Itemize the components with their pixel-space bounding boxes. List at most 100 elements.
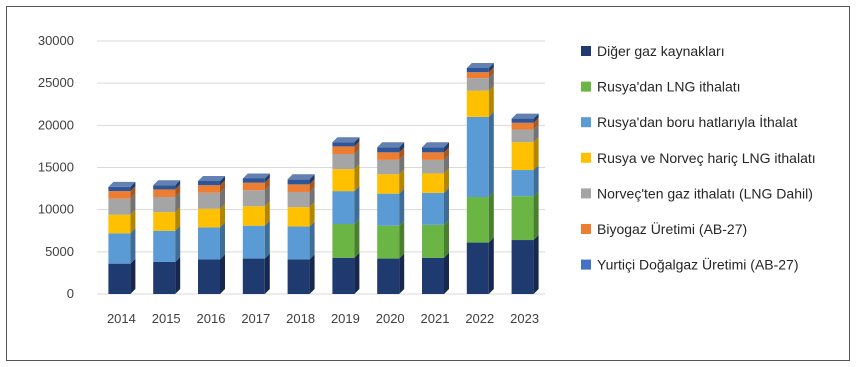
bar-segment-side: [444, 187, 449, 225]
bar-segment-side: [399, 154, 405, 175]
bar-segment-front: [153, 212, 176, 231]
bar-stack-2016: [198, 175, 225, 294]
bar-segment-front: [511, 240, 534, 294]
bar-top-face: [377, 142, 405, 148]
bar-segment-front: [198, 192, 220, 209]
bar-segment: [332, 219, 360, 258]
bar-segment: [511, 235, 539, 294]
bar-segment: [332, 164, 360, 192]
bar-segment: [377, 169, 405, 194]
bar-segment-front: [198, 259, 220, 294]
bar-segment-side: [130, 258, 136, 294]
x-axis-ticks: 2014 2015 2016 2017 2018 2019 2020 2021 2022 2023: [107, 311, 539, 326]
bar-segment: [377, 154, 405, 175]
bar-segment: [377, 253, 405, 294]
legend-label: Rusya'dan LNG ithalatı: [597, 79, 741, 95]
bar-segment-front: [422, 192, 444, 225]
legend-label: Yurtiçi Doğalgaz Üretimi (AB-27): [597, 256, 799, 273]
bar-segment: [287, 179, 315, 192]
bar-segment: [108, 228, 136, 264]
bar-segment: [377, 220, 405, 259]
bar-segment-side: [264, 201, 270, 226]
bar-segment: [108, 209, 136, 234]
bar-segment-side: [488, 67, 494, 79]
legend-item: Rusya'dan LNG ithalatı: [581, 79, 741, 95]
bar-segment-side: [533, 165, 539, 197]
legend-item: Biyogaz Üretimi (AB-27): [581, 220, 747, 237]
bar-segment-side: [264, 177, 270, 191]
x-tick-label: 2023: [510, 311, 539, 326]
bar-segment-front: [153, 230, 176, 262]
bar-segment-front: [422, 147, 444, 153]
bar-segment-side: [399, 253, 405, 294]
bar-segment-front: [422, 152, 444, 160]
bar-segment-front: [332, 142, 355, 147]
bar-segment: [332, 252, 360, 294]
bar-stack-2017: [242, 173, 270, 294]
bar-segment: [466, 237, 494, 294]
bar-segment-front: [511, 170, 534, 197]
bar-segment: [242, 173, 270, 183]
bar-top-face: [466, 62, 494, 68]
bars: [108, 62, 539, 294]
bar-segment: [422, 187, 449, 225]
bar-segment: [377, 147, 405, 160]
bar-stack-2014: [108, 181, 136, 294]
bar-segment-front: [511, 118, 534, 123]
legend-label: Rusya'dan boru hatlarıyla İthalat: [597, 113, 797, 130]
bar-segment-front: [377, 147, 400, 153]
bar-segment-side: [309, 254, 315, 294]
legend-swatch: [581, 46, 591, 56]
bar-segment-side: [264, 185, 270, 207]
bar-segment: [198, 203, 225, 228]
bar-segment: [153, 256, 181, 294]
bar-segment-front: [511, 129, 534, 143]
bar-segment-side: [354, 252, 360, 294]
bar-segment-side: [309, 186, 315, 208]
x-tick-label: 2016: [197, 311, 226, 326]
bar-segment: [242, 201, 270, 226]
legend-swatch: [581, 117, 591, 128]
bar-segment-side: [130, 228, 136, 264]
bar-segment-side: [220, 254, 225, 294]
bar-segment-side: [488, 237, 494, 294]
bar-segment-front: [422, 159, 444, 174]
bar-segment-side: [175, 256, 181, 294]
bar-segment-side: [309, 202, 315, 227]
y-tick-label: 30000: [38, 33, 74, 48]
bar-segment: [511, 191, 539, 241]
bar-segment-front: [466, 242, 489, 294]
bar-segment-front: [108, 191, 131, 199]
bar-segment-side: [399, 188, 405, 226]
bar-segment-front: [466, 90, 489, 117]
bar-segment: [422, 219, 449, 258]
bar-segment-side: [220, 222, 225, 260]
legend-label: Rusya ve Norveç hariç LNG ithalatı: [597, 150, 816, 166]
bar-segment: [287, 202, 315, 227]
y-axis-ticks: 0 5000 10000 15000 20000 25000 30000: [38, 33, 74, 301]
bar-segment: [332, 137, 360, 147]
bar-segment-side: [264, 253, 270, 294]
bar-stack-2023: [511, 113, 539, 294]
y-tick-label: 20000: [38, 117, 74, 132]
bar-stack-2021: [422, 142, 449, 294]
bar-segment-side: [488, 85, 494, 117]
bar-top-face: [511, 113, 539, 119]
legend-label: Norveç'ten gaz ithalatı (LNG Dahil): [597, 185, 813, 201]
bar-segment-side: [220, 187, 225, 209]
bar-segment: [466, 192, 494, 243]
bar-segment-front: [153, 189, 176, 198]
x-tick-label: 2022: [465, 311, 494, 326]
bar-segment-side: [175, 180, 181, 190]
legend-item: Rusya'dan boru hatlarıyla İthalat: [581, 113, 797, 130]
bar-segment-front: [422, 173, 444, 193]
bar-segment-front: [198, 208, 220, 228]
bar-segment: [153, 207, 181, 231]
bar-segment: [422, 147, 449, 160]
bar-segment: [153, 180, 181, 190]
bar-segment: [466, 73, 494, 91]
bar-top-face: [242, 173, 270, 179]
bar-segment-front: [377, 258, 400, 294]
bar-segment-front: [287, 184, 310, 192]
bar-segment-front: [377, 193, 400, 226]
